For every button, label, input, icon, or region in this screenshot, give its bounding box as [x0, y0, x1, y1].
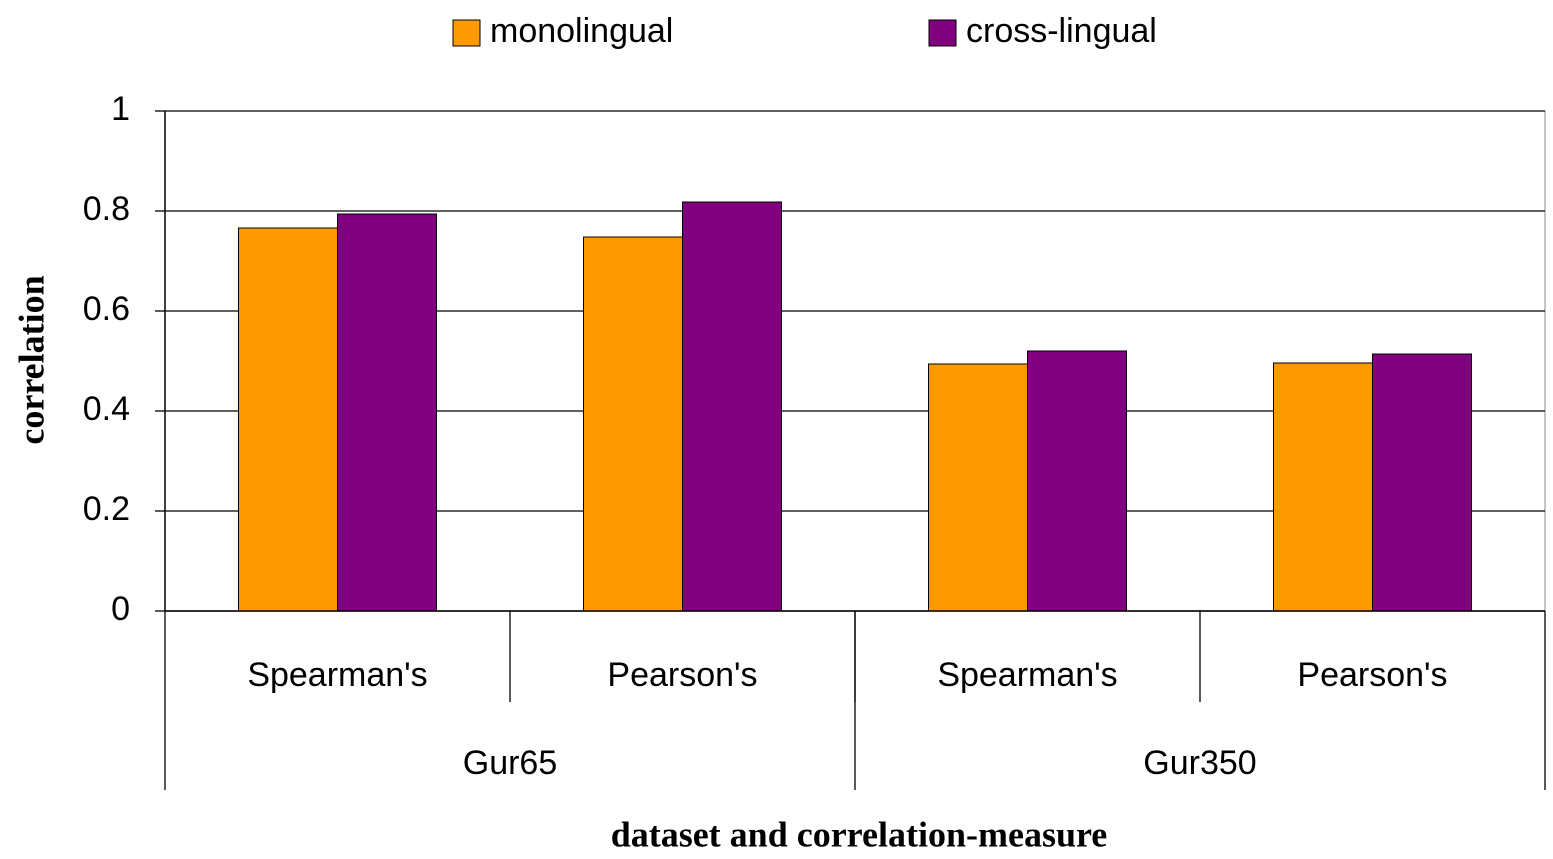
x-tick-label: Pearson's [607, 656, 757, 694]
legend-label: monolingual [490, 12, 673, 50]
x-tick-label: Pearson's [1297, 656, 1447, 694]
legend-swatch [452, 19, 481, 47]
bar [337, 213, 437, 612]
bar [928, 363, 1028, 612]
bar [1372, 353, 1472, 612]
bar [1273, 362, 1373, 612]
y-tick-label: 0.4 [83, 390, 130, 428]
legend-swatch [928, 19, 957, 47]
y-tick-label: 0.6 [83, 290, 130, 328]
x-tick-label: Spearman's [937, 656, 1117, 694]
y-tick-label: 0 [111, 590, 130, 628]
legend-label: cross-lingual [966, 12, 1157, 50]
y-axis-title: correlation [11, 275, 51, 444]
y-tick-label: 0.2 [83, 490, 130, 528]
x-tick-label: Spearman's [247, 656, 427, 694]
y-tick-label: 0.8 [83, 190, 130, 228]
y-tick-label: 1 [111, 90, 130, 128]
x-axis-title: dataset and correlation-measure [611, 814, 1108, 854]
group-label: Gur350 [1143, 744, 1256, 782]
bar [583, 236, 683, 612]
group-label: Gur65 [463, 744, 558, 782]
bar [682, 201, 782, 612]
bar [238, 227, 338, 612]
bar [1027, 350, 1127, 612]
